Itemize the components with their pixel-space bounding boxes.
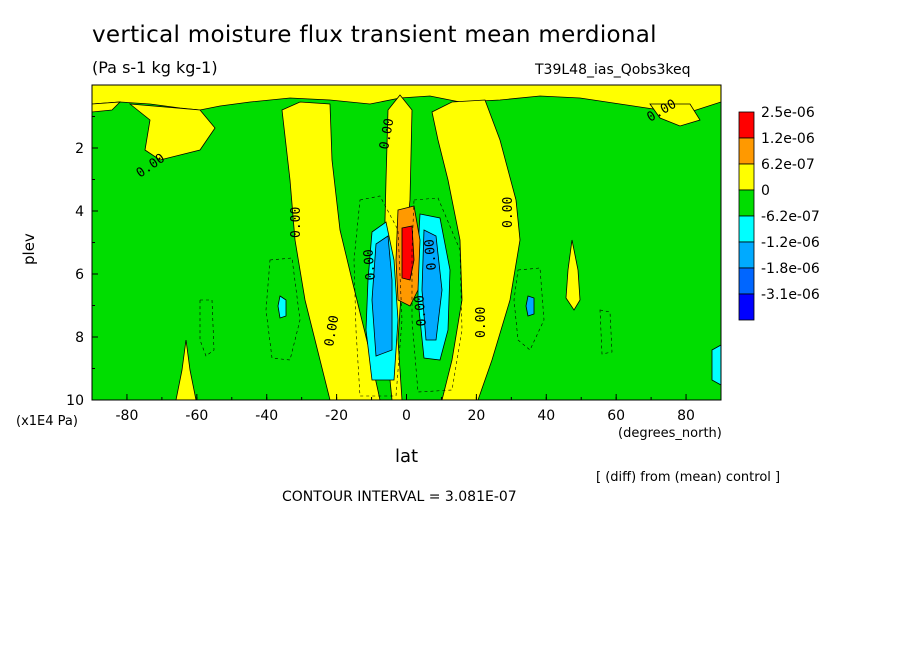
y-tick-label: 6 xyxy=(75,267,84,283)
positive-regions xyxy=(92,85,721,400)
yellow-spike-sh xyxy=(175,339,197,400)
chart-title: vertical moisture flux transient mean me… xyxy=(92,22,657,48)
legend-swatch xyxy=(738,163,755,191)
yellow-left-bump xyxy=(128,103,216,161)
lightblue-sh-core xyxy=(371,235,393,357)
contour-label: 0.00 xyxy=(422,238,440,271)
negative-regions xyxy=(277,213,721,386)
contour-interval: CONTOUR INTERVAL = 3.081E-07 xyxy=(282,489,517,505)
legend-swatch xyxy=(738,137,755,165)
y-axis-label: plev xyxy=(20,233,38,265)
x-tick-label: 60 xyxy=(607,408,625,424)
legend-label: -1.2e-06 xyxy=(761,235,820,251)
y-axis-unit: (x1E4 Pa) xyxy=(16,414,78,429)
cyan-spot-nh xyxy=(525,295,535,317)
contour-label: 0.00 xyxy=(289,207,304,238)
legend-label: 6.2e-07 xyxy=(761,157,815,173)
legend-swatch xyxy=(738,241,755,269)
y-tick-label: 2 xyxy=(75,141,84,157)
yellow-spike-nh xyxy=(565,239,581,311)
contour-label: 0.00 xyxy=(361,248,379,281)
lightblue-nh-core xyxy=(421,229,443,341)
plot-fill-layer xyxy=(92,85,721,400)
contour-label: 0.00 xyxy=(377,117,397,150)
legend-swatch xyxy=(738,267,755,295)
x-tick-label: 20 xyxy=(467,408,485,424)
run-id: T39L48_ias_Qobs3keq xyxy=(535,62,691,78)
contour-label: 0.00 xyxy=(501,197,516,228)
x-tick-label: -20 xyxy=(325,408,348,424)
y-axis: 2 4 6 8 10 xyxy=(66,116,98,409)
x-tick-label: -60 xyxy=(185,408,208,424)
cyan-right-edge xyxy=(711,344,721,386)
contour-label: 0.00 xyxy=(412,294,430,327)
positive-core xyxy=(395,205,421,307)
x-tick-label: 40 xyxy=(537,408,555,424)
legend-label: -6.2e-07 xyxy=(761,209,820,225)
comparison-note: [ (diff) from (mean) control ] xyxy=(596,470,781,485)
y-tick-label: 8 xyxy=(75,330,84,346)
color-legend: 2.5e-06 1.2e-06 6.2e-07 0 -6.2e-07 -1.2e-06 -1… xyxy=(738,105,820,321)
legend-swatch xyxy=(738,111,755,139)
cyan-spot-sh xyxy=(277,295,287,319)
legend-swatch xyxy=(738,215,755,243)
legend-label: 1.2e-06 xyxy=(761,131,815,147)
x-tick-label: 0 xyxy=(402,408,411,424)
y-tick-label: 4 xyxy=(75,204,84,220)
legend-label: -3.1e-06 xyxy=(761,287,820,303)
x-tick-label: 80 xyxy=(677,408,695,424)
x-axis-label: lat xyxy=(395,446,419,467)
yellow-nh-column xyxy=(431,99,521,400)
chart-units: (Pa s-1 kg kg-1) xyxy=(92,58,218,77)
legend-swatch xyxy=(738,293,755,321)
legend-label: -1.8e-06 xyxy=(761,261,820,277)
legend-label: 0 xyxy=(761,183,770,199)
dashed-contours xyxy=(199,195,613,397)
y-tick-label: 10 xyxy=(66,393,84,409)
x-tick-label: -40 xyxy=(255,408,278,424)
x-axis: -80 -60 -40 -20 0 20 40 60 80 xyxy=(91,394,722,424)
x-axis-unit: (degrees_north) xyxy=(618,426,722,441)
x-tick-label: -80 xyxy=(116,408,139,424)
yellow-left-edge xyxy=(92,101,122,113)
yellow-top-right xyxy=(649,103,701,127)
legend-label: 2.5e-06 xyxy=(761,105,815,121)
contour-label: 0.00 xyxy=(322,314,342,347)
legend-swatch xyxy=(738,189,755,217)
contour-label: 0.00 xyxy=(474,307,489,338)
red-core xyxy=(401,225,415,281)
